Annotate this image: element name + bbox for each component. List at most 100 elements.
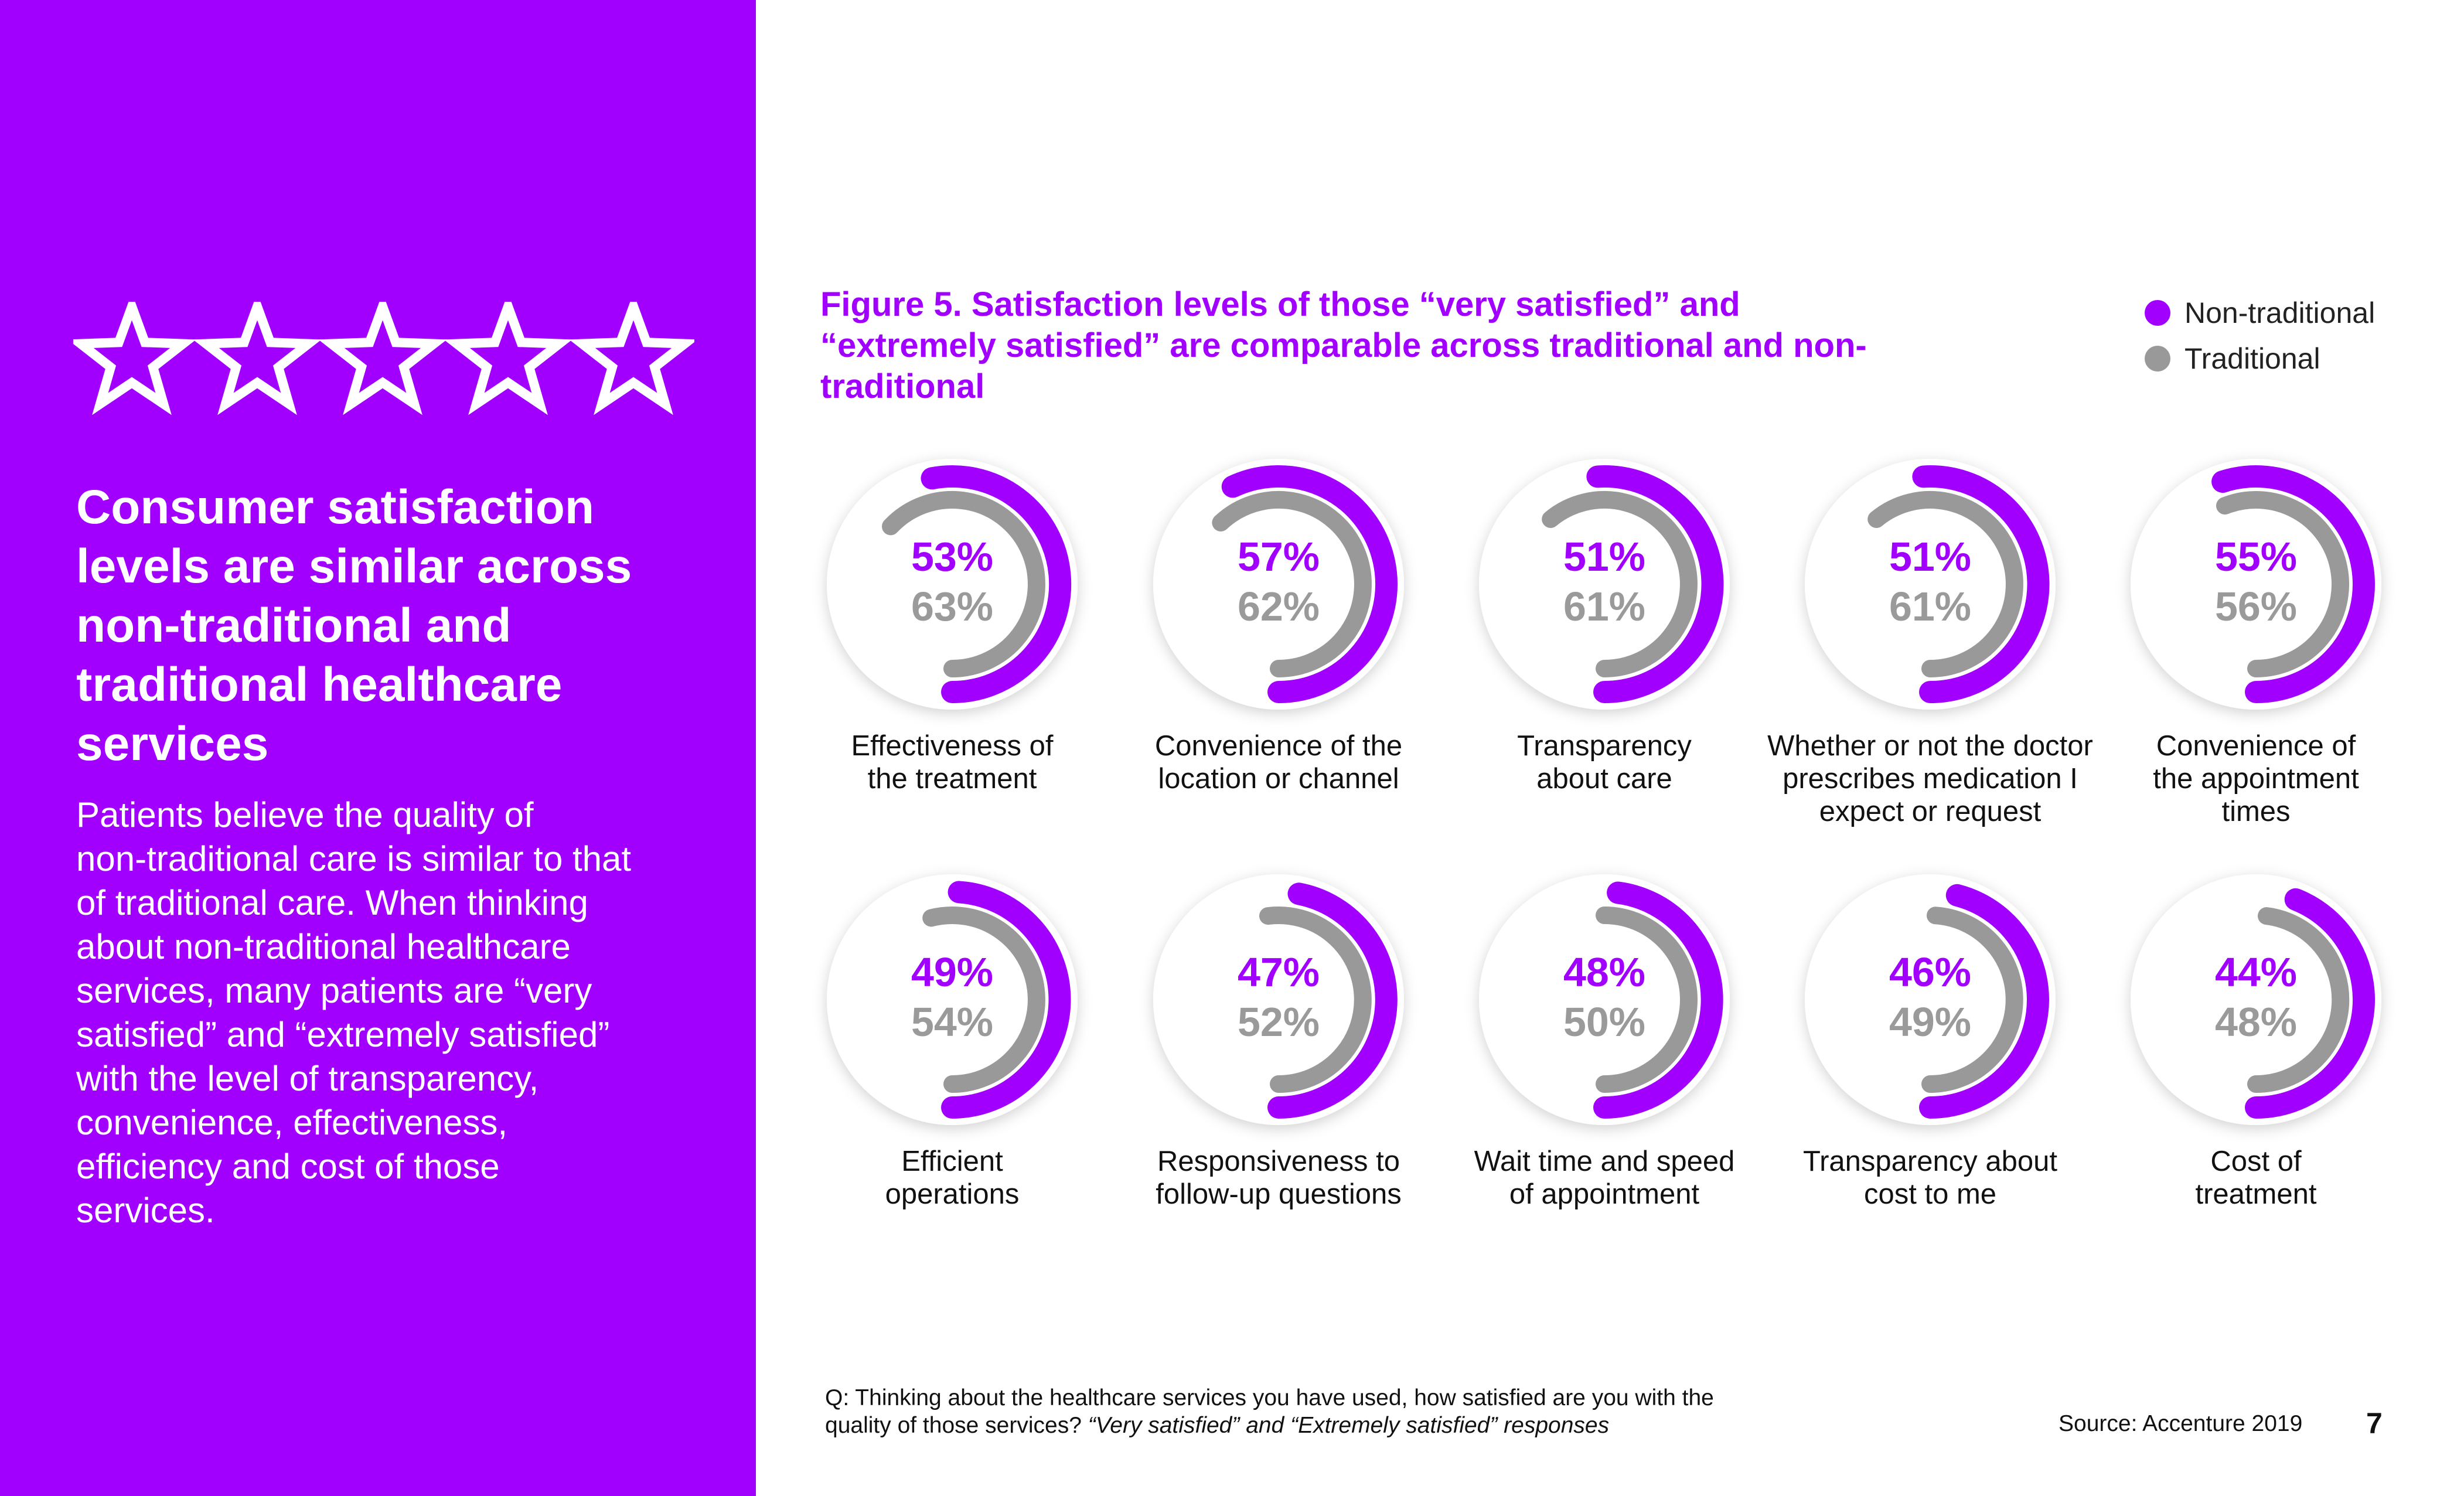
page-headline: Consumer satisfaction levels are similar… (76, 478, 709, 773)
body-line: satisfied” and “extremely satisfied” (76, 1015, 610, 1054)
category-label-line: Effectiveness of (851, 730, 1054, 762)
body-line: with the level of transparency, (76, 1059, 539, 1098)
category-label-line: Cost of (2210, 1146, 2302, 1177)
arc-non-traditional (1593, 881, 1723, 1119)
category-label-line: treatment (2195, 1178, 2317, 1210)
question-line-prefix: quality of those services? (825, 1413, 1088, 1438)
body-line: non-traditional care is similar to that (76, 839, 632, 878)
category-label-line: location or channel (1158, 763, 1399, 795)
donut-category-label: Efficient operations (776, 1145, 1128, 1211)
legend-dot-icon (2145, 300, 2170, 326)
donut-chart-item: 46%49% (1805, 874, 2056, 1125)
category-label-line: follow-up questions (1156, 1178, 1402, 1210)
headline-line: non-traditional and (76, 599, 512, 652)
survey-question: Q: Thinking about the healthcare service… (825, 1384, 1821, 1439)
value-traditional: 49% (1889, 999, 1971, 1045)
page-number: 7 (2366, 1407, 2383, 1440)
category-label-line: prescribes medication I (1783, 763, 2078, 795)
arc-traditional (1867, 491, 2023, 677)
body-line: Patients believe the quality of (76, 795, 534, 834)
headline-line: traditional healthcare (76, 658, 563, 711)
category-label-line: Transparency about (1803, 1146, 2057, 1177)
arc-non-traditional (1912, 465, 2050, 704)
donut-chart-item: 47%52% (1153, 874, 1404, 1125)
value-non-traditional: 55% (2215, 534, 2297, 580)
donut-category-label: Transparency about care (1429, 730, 1780, 795)
donut-category-label: Transparency about cost to me (1754, 1145, 2106, 1211)
question-line-italic: “Very satisfied” and “Extremely satisfie… (1088, 1413, 1610, 1438)
legend-item-traditional: Traditional (2145, 336, 2449, 381)
donut-chart-item: 57%62% (1153, 459, 1404, 710)
donut-chart-item: 53%63% (827, 459, 1078, 710)
figure-title-line: “extremely satisfied” are comparable acr… (820, 326, 1867, 364)
arc-traditional (922, 907, 1045, 1093)
donut-chart-item: 51%61% (1805, 459, 2056, 710)
category-label-line: the appointment (2153, 763, 2359, 795)
value-traditional: 56% (2215, 584, 2297, 629)
source-note: Source: Accenture 2019 (2059, 1411, 2303, 1436)
category-label-line: Transparency (1517, 730, 1692, 762)
category-label-line: Efficient (901, 1146, 1003, 1177)
rating-stars (73, 302, 694, 415)
arc-traditional (1212, 491, 1372, 677)
headline-line: services (76, 717, 269, 771)
category-label-line: expect or request (1819, 796, 2042, 827)
category-label-line: times (2221, 796, 2291, 827)
body-line: of traditional care. When thinking (76, 883, 588, 922)
value-traditional: 61% (1563, 584, 1645, 629)
question-line: Q: Thinking about the healthcare service… (825, 1385, 1714, 1410)
arc-traditional (882, 491, 1045, 677)
headline-line: Consumer satisfaction (76, 481, 594, 534)
arc-non-traditional (2245, 888, 2376, 1119)
value-traditional: 52% (1238, 999, 1320, 1045)
donut-category-label: Convenience of the location or channel (1103, 730, 1454, 795)
value-non-traditional: 57% (1238, 534, 1320, 580)
figure-title-line: traditional (820, 367, 985, 405)
value-non-traditional: 53% (911, 534, 993, 580)
value-non-traditional: 48% (1563, 949, 1645, 995)
legend-dot-icon (2145, 346, 2170, 372)
value-non-traditional: 51% (1563, 534, 1645, 580)
star-icon (444, 302, 572, 415)
body-line: about non-traditional healthcare (76, 927, 571, 966)
figure-title-line: Figure 5. Satisfaction levels of those “… (820, 285, 1740, 323)
value-non-traditional: 49% (911, 949, 993, 995)
star-icon (73, 302, 196, 415)
value-non-traditional: 47% (1238, 949, 1320, 995)
arc-non-traditional (1919, 884, 2049, 1119)
value-traditional: 63% (911, 584, 993, 629)
donut-category-label: Whether or not the doctor prescribes medi… (1754, 730, 2106, 828)
arc-traditional (2247, 907, 2350, 1093)
arc-non-traditional (1221, 465, 1398, 703)
value-non-traditional: 44% (2215, 949, 2297, 995)
value-traditional: 50% (1563, 999, 1645, 1045)
arc-traditional (1259, 907, 1372, 1093)
donut-category-label: Cost of treatment (2080, 1145, 2432, 1211)
donut-chart-item: 49%54% (827, 874, 1078, 1125)
legend-label: Traditional (2184, 342, 2320, 375)
star-icon (193, 302, 322, 415)
value-non-traditional: 46% (1889, 949, 1971, 995)
donut-category-label: Wait time and speed of appointment (1429, 1145, 1780, 1211)
arc-non-traditional (921, 465, 1072, 703)
donut-chart-item: 55%56% (2131, 459, 2381, 710)
arc-traditional (2216, 491, 2349, 677)
category-label-line: Responsiveness to (1157, 1146, 1400, 1177)
category-label-line: the treatment (867, 763, 1037, 795)
legend-label: Non-traditional (2184, 297, 2376, 329)
donut-chart-item: 44%48% (2131, 874, 2381, 1125)
left-panel: Consumer satisfaction levels are similar… (0, 0, 756, 1496)
legend-item-non-traditional: Non-traditional (2145, 290, 2449, 336)
category-label-line: about care (1536, 763, 1672, 795)
donut-chart-item: 48%50% (1479, 874, 1730, 1125)
value-traditional: 48% (2215, 999, 2297, 1045)
category-label-line: Convenience of the (1154, 730, 1403, 762)
category-label-line: Whether or not the doctor (1767, 730, 2093, 762)
headline-line: levels are similar across (76, 540, 632, 593)
value-traditional: 61% (1889, 584, 1971, 629)
category-label-line: Convenience of (2156, 730, 2356, 762)
figure-title: Figure 5. Satisfaction levels of those “… (820, 284, 1969, 407)
arc-traditional (1596, 907, 1698, 1093)
arc-traditional (1542, 491, 1698, 677)
